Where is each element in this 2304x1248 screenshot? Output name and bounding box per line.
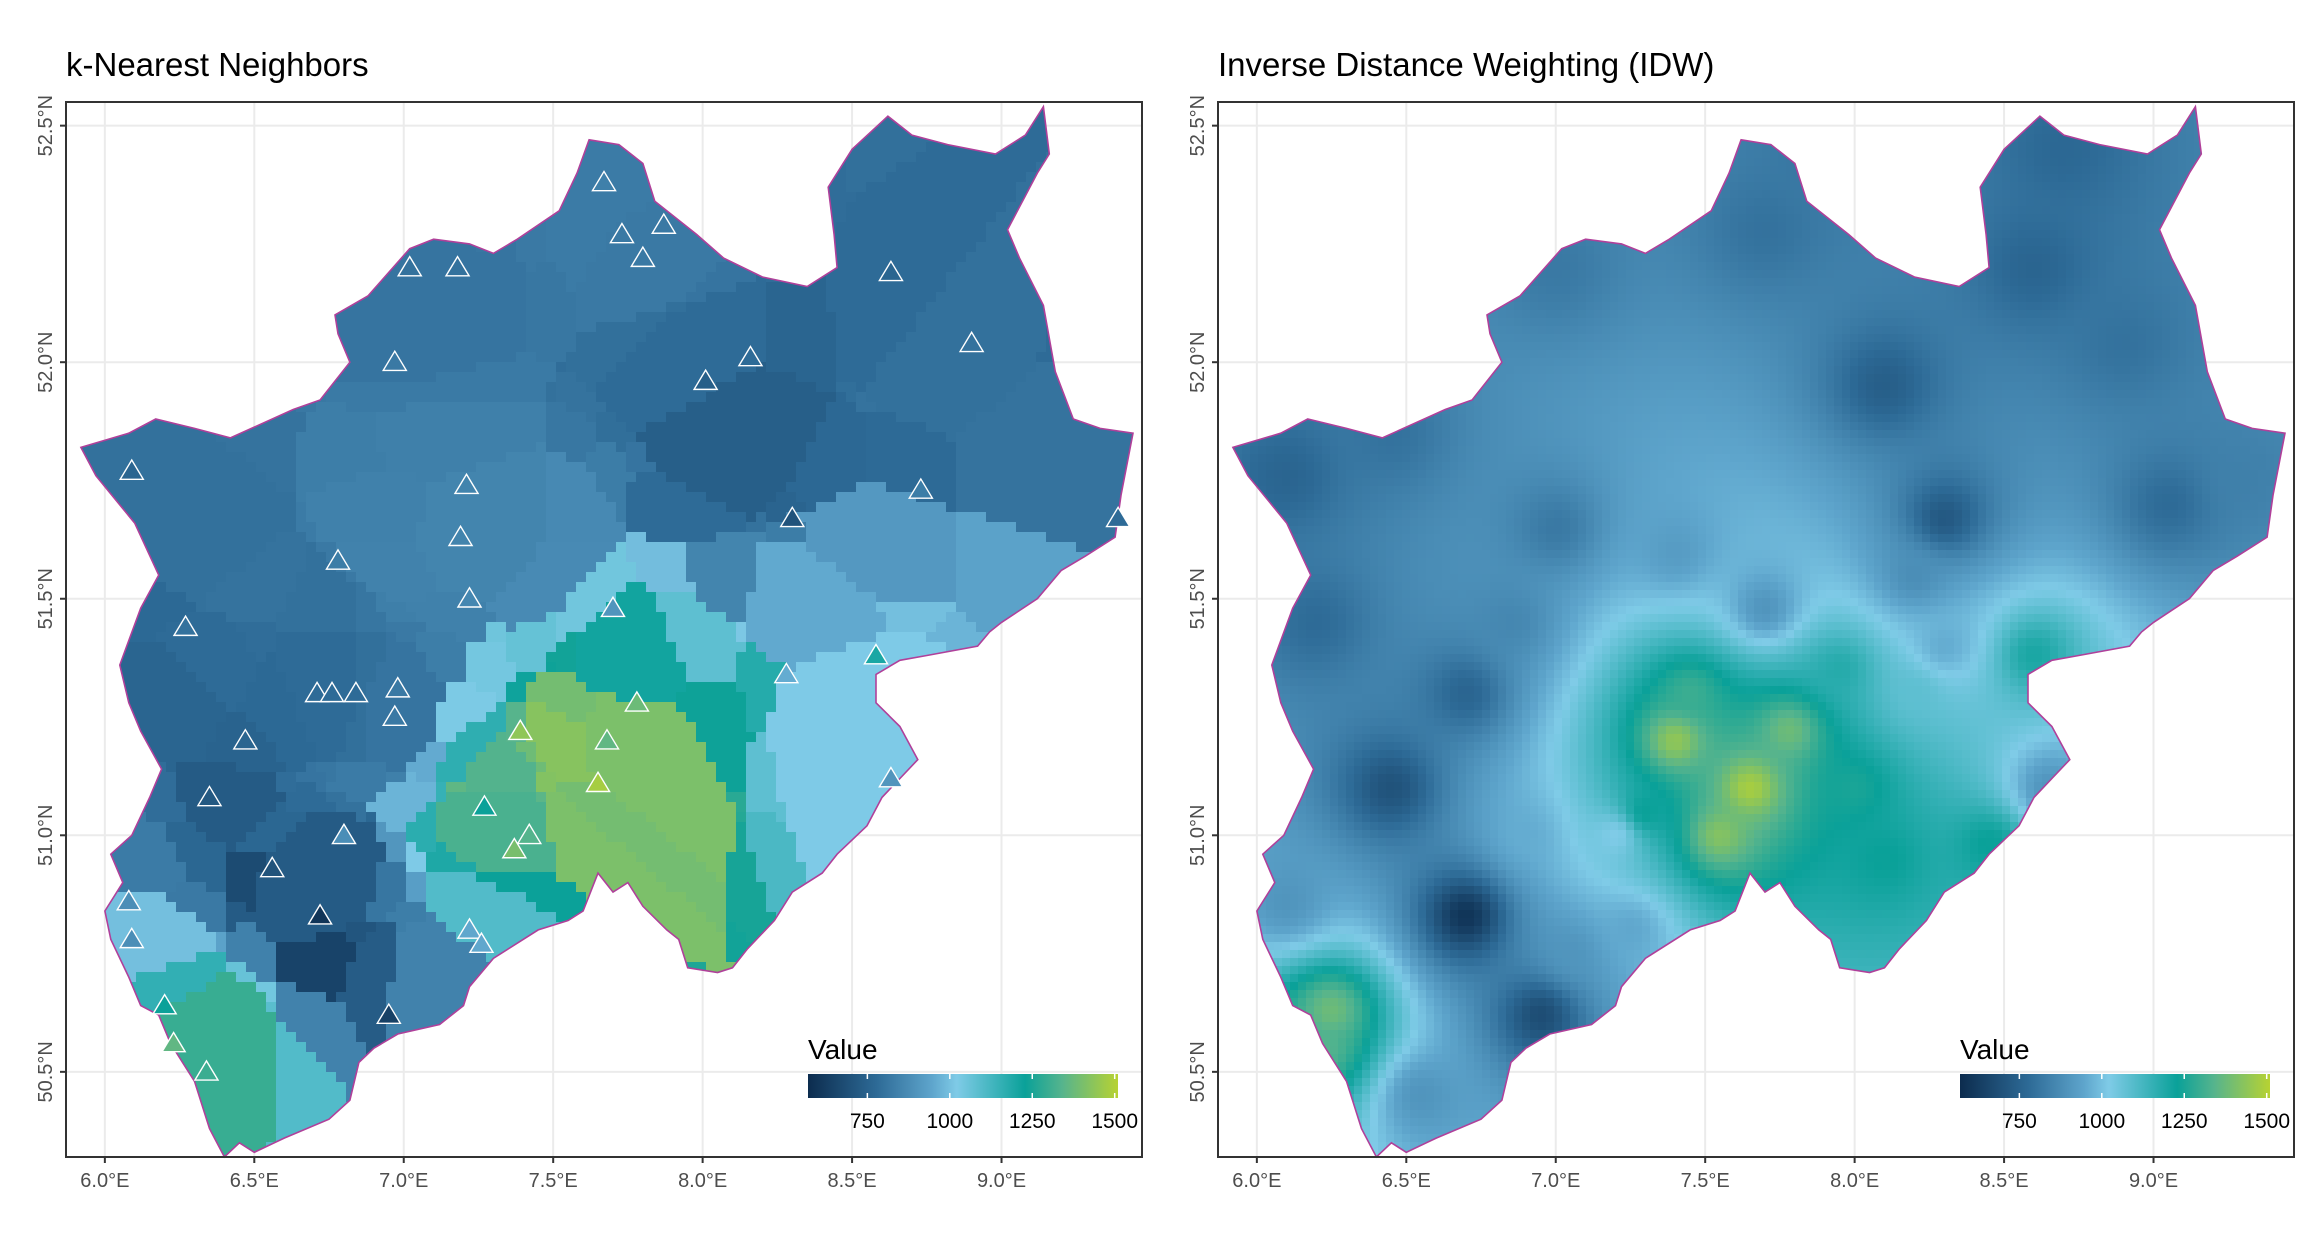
station-triangle [343, 681, 369, 703]
station-triangle [456, 586, 483, 608]
lat-tick-label: 50.5°N [1187, 1041, 1209, 1102]
station-triangle [160, 1031, 187, 1053]
station-triangle [630, 245, 656, 268]
lon-tick-label: 8.0°E [1830, 1170, 1879, 1192]
knn-map: 6.0°E 6.5°E 7.0°E 7.5°E 8.0°E 8.5°E 9.0°E 50.5°… [35, 95, 1143, 1192]
lat-tick-label: 51.5°N [35, 568, 57, 629]
lon-tick-label: 8.0°E [678, 1170, 727, 1192]
idw-panel: Inverse Distance Weighting (IDW) 6.0°E 6.… [1152, 0, 2304, 1248]
station-triangle [118, 927, 145, 949]
lon-tick-label: 6.0°E [1232, 1170, 1281, 1192]
station-triangle [507, 718, 534, 741]
region-boundary [79, 104, 1134, 1159]
station-triangle [447, 524, 474, 547]
station-triangle [307, 903, 333, 925]
lon-tick-label: 6.5°E [230, 1170, 279, 1192]
legend-tick-label: 1000 [2078, 1110, 2125, 1133]
station-triangle [591, 170, 617, 192]
panel-frame [1217, 101, 2295, 1158]
station-triangle [878, 259, 904, 282]
station-triangle [453, 472, 480, 495]
legend-tick-label: 1250 [2161, 1110, 2208, 1133]
legend-tick-label: 1500 [2243, 1110, 2290, 1133]
lon-tick-label: 7.0°E [1531, 1170, 1580, 1192]
station-triangle [624, 690, 650, 712]
lon-tick-label: 8.5°E [828, 1170, 877, 1192]
station-triangle [376, 1002, 402, 1025]
lat-tick-label: 52.5°N [1187, 95, 1209, 156]
lon-tick-label: 7.5°E [529, 1170, 578, 1192]
station-triangle [468, 931, 495, 954]
station-triangle [115, 889, 142, 911]
station-triangle [600, 595, 626, 618]
station-triangle [878, 766, 904, 788]
panel-title-knn: k-Nearest Neighbors [66, 46, 369, 84]
station-triangle [609, 222, 635, 244]
lat-tick-label: 52.5°N [35, 95, 57, 156]
legend-title: Value [808, 1034, 878, 1065]
station-triangle [650, 212, 677, 234]
lon-tick-label: 9.0°E [977, 1170, 1026, 1192]
panel-frame [65, 101, 1143, 1158]
station-markers [115, 170, 1131, 1081]
station-triangle [196, 785, 223, 807]
lon-tick-label: 9.0°E [2129, 1170, 2178, 1192]
legend-tick-label: 1500 [1091, 1110, 1138, 1133]
station-triangle [331, 822, 357, 845]
lon-tick-label: 6.0°E [80, 1170, 129, 1192]
color-legend: Value 750 1000 1250 1500 [808, 1034, 1138, 1133]
lat-tick-label: 51.0°N [1187, 805, 1209, 866]
station-triangle [456, 917, 483, 939]
station-triangle [594, 728, 620, 750]
station-triangle [958, 330, 985, 353]
color-legend: Value 750 1000 1250 1500 [1960, 1034, 2290, 1133]
station-triangle [384, 676, 411, 698]
legend-tick-label: 1000 [926, 1110, 973, 1133]
legend-colorbar [1960, 1074, 2270, 1098]
lat-tick-label: 51.5°N [1187, 568, 1209, 629]
station-triangle [779, 505, 806, 528]
station-triangle [1105, 505, 1131, 528]
lon-tick-label: 7.5°E [1681, 1170, 1730, 1192]
knn-panel: k-Nearest Neighbors 6.0°E 6.5°E 7.0°E 7.5°E… [35, 46, 1143, 1192]
station-triangle [118, 458, 145, 480]
station-triangle [471, 794, 498, 816]
lat-tick-label: 52.0°N [1187, 332, 1209, 393]
station-triangle [319, 681, 345, 703]
idw-map: 6.0°E 6.5°E 7.0°E 7.5°E 8.0°E 8.5°E 9.0°E 50.5°… [1187, 95, 2295, 1192]
station-triangle [325, 548, 351, 570]
lat-tick-label: 52.0°N [35, 332, 57, 393]
legend-colorbar [808, 1074, 1118, 1098]
panel-title-idw: Inverse Distance Weighting (IDW) [1218, 46, 1714, 84]
station-triangle [585, 770, 611, 793]
station-triangle [172, 614, 199, 637]
station-triangle [396, 255, 423, 277]
station-triangle [773, 662, 800, 684]
station-triangle [516, 822, 543, 845]
station-triangle [737, 345, 764, 367]
legend-tick-label: 750 [850, 1110, 885, 1133]
station-triangle [259, 856, 286, 878]
station-triangle [908, 477, 934, 499]
station-triangle [863, 643, 889, 665]
lon-tick-label: 6.5°E [1382, 1170, 1431, 1192]
region-boundary [1231, 104, 2286, 1159]
legend-title: Value [1960, 1034, 2030, 1065]
station-triangle [151, 993, 178, 1015]
lat-tick-label: 50.5°N [35, 1041, 57, 1102]
legend-tick-label: 1250 [1009, 1110, 1056, 1133]
station-triangle [193, 1059, 220, 1081]
legend-tick-label: 750 [2002, 1110, 2037, 1133]
station-triangle [692, 368, 719, 391]
lat-tick-label: 51.0°N [35, 805, 57, 866]
lon-tick-label: 8.5°E [1980, 1170, 2029, 1192]
station-triangle [381, 704, 408, 726]
value-surface [80, 106, 1133, 1158]
station-triangle [381, 349, 408, 372]
station-triangle [444, 255, 471, 277]
station-triangle [232, 728, 259, 750]
lon-tick-label: 7.0°E [379, 1170, 428, 1192]
station-triangle [501, 837, 528, 859]
value-surface [1232, 106, 2285, 1158]
